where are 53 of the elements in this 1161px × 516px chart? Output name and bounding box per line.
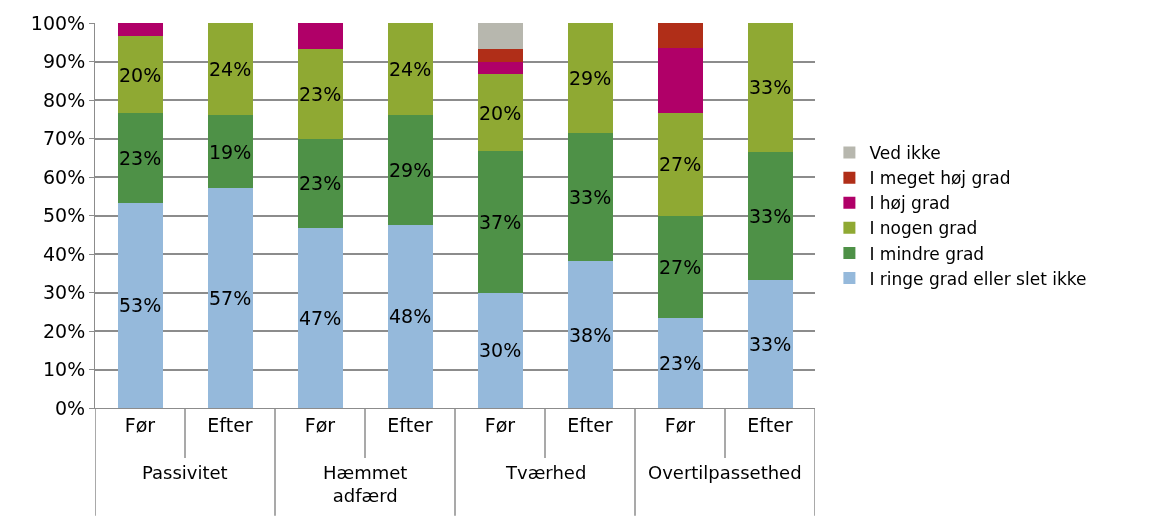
data-label: 57% bbox=[209, 287, 252, 309]
data-label: 37% bbox=[479, 211, 522, 233]
y-tick-label: 90% bbox=[42, 50, 86, 73]
data-label: 47% bbox=[299, 307, 342, 329]
data-label: 24% bbox=[209, 58, 252, 80]
data-label: 23% bbox=[119, 147, 162, 169]
y-tick-label: 60% bbox=[42, 165, 86, 188]
y-tick-label: 80% bbox=[42, 88, 86, 111]
legend-label: I nogen grad bbox=[869, 218, 978, 239]
data-label: 20% bbox=[119, 64, 162, 86]
x-tick-label: Efter bbox=[747, 413, 793, 436]
legend-label: I høj grad bbox=[869, 193, 951, 214]
data-label: 23% bbox=[299, 83, 342, 105]
data-label: 33% bbox=[749, 333, 792, 355]
legend-label: I meget høj grad bbox=[869, 168, 1011, 189]
legend-label: I ringe grad eller slet ikke bbox=[869, 268, 1087, 289]
text: Hæmmet adfærd bbox=[323, 462, 408, 507]
y-tick-label: 40% bbox=[42, 242, 86, 265]
legend-label: I mindre grad bbox=[869, 243, 985, 264]
legend-label: Ved ikke bbox=[869, 143, 941, 164]
x-tick-label: Før bbox=[484, 413, 516, 436]
data-label: 33% bbox=[569, 186, 612, 208]
data-label: 27% bbox=[659, 153, 702, 175]
y-tick-label: 30% bbox=[42, 281, 86, 304]
data-label: 30% bbox=[479, 339, 522, 361]
data-label: 23% bbox=[299, 172, 342, 194]
x-tick-label: Før bbox=[304, 413, 336, 436]
y-tick-label: 20% bbox=[42, 319, 86, 342]
y-tick-label: 10% bbox=[42, 358, 86, 381]
data-label: 19% bbox=[209, 141, 252, 163]
text: Passivitet bbox=[142, 462, 228, 483]
data-label: 27% bbox=[659, 256, 702, 278]
x-tick-label: Før bbox=[664, 413, 696, 436]
data-label: 29% bbox=[389, 159, 432, 181]
data-label: 48% bbox=[389, 305, 432, 327]
x-tick-label: Efter bbox=[207, 413, 253, 436]
y-tick-label: 50% bbox=[42, 204, 86, 227]
x-tick-label: Efter bbox=[567, 413, 613, 436]
data-label: 29% bbox=[569, 67, 612, 89]
y-tick-label: 70% bbox=[42, 127, 86, 150]
x-tick-label: Efter bbox=[387, 413, 433, 436]
data-label: 33% bbox=[749, 205, 792, 227]
data-label: 33% bbox=[749, 76, 792, 98]
data-label: 23% bbox=[659, 352, 702, 374]
text: Overtilpassethed bbox=[648, 462, 802, 483]
data-label: 38% bbox=[569, 324, 612, 346]
y-tick-label: 0% bbox=[55, 396, 86, 419]
data-label: 53% bbox=[119, 294, 162, 316]
x-tick-label: Før bbox=[124, 413, 156, 436]
text: Tværhed bbox=[505, 462, 587, 483]
y-tick-label: 100% bbox=[30, 11, 86, 34]
data-label: 24% bbox=[389, 58, 432, 80]
data-label: 20% bbox=[479, 102, 522, 124]
